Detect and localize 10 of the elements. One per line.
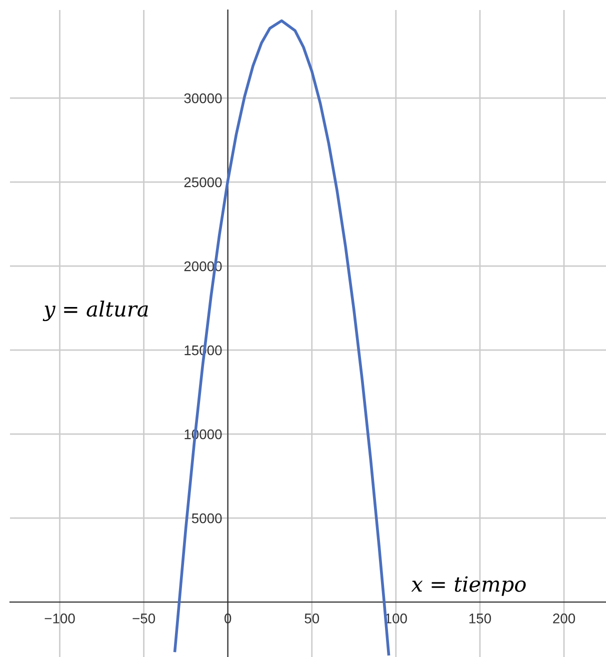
y-tick-label: 30000 [184,93,222,104]
x-tick-label: 50 [304,614,320,624]
x-tick-label: −50 [132,614,156,624]
y-tick-label: 5000 [192,513,222,524]
x-tick-label: −100 [44,614,75,624]
x-tick-label: 150 [469,614,491,624]
x-axis-title: x = tiempo [411,576,526,596]
y-axis-title: y = altura [42,300,148,322]
y-tick-label: 25000 [184,177,222,188]
x-tick-label: 200 [553,614,576,624]
